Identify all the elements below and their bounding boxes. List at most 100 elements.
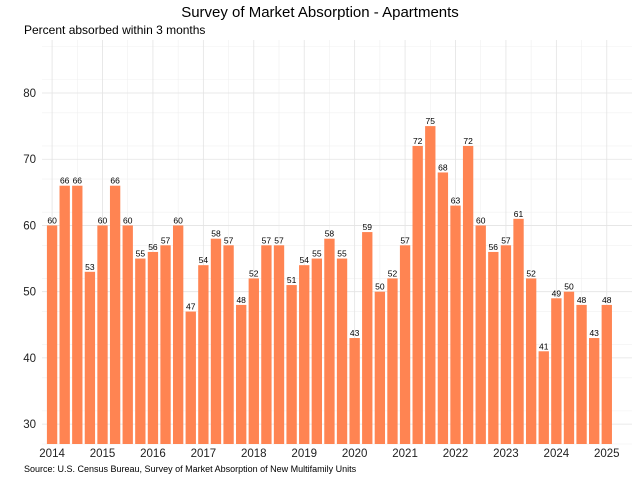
bar-value-label: 52 [388,268,398,278]
bar [551,298,562,444]
y-tick-label: 30 [23,419,36,431]
bar-value-label: 55 [312,249,322,259]
bar [513,218,524,444]
bar-value-label: 53 [85,262,95,272]
bar [324,238,335,444]
bar [425,126,436,444]
bar-value-label: 58 [325,229,335,239]
bar-value-label: 72 [413,136,423,146]
bar [462,145,474,444]
bar-value-label: 47 [186,302,196,312]
bar [135,258,146,444]
bar-value-label: 48 [602,295,612,305]
bar-value-label: 41 [539,341,549,351]
bar-value-label: 57 [501,235,511,245]
bar-value-label: 60 [123,215,133,225]
bar-value-label: 55 [337,249,347,259]
bar-value-label: 54 [299,255,309,265]
bar-value-label: 60 [98,215,108,225]
bar [475,225,486,444]
x-axis-ticks: 2014 2015 2016 2017 2018 2019 2020 2021 2022 2023… [39,448,619,460]
x-tick-label: 2015 [90,448,116,460]
y-tick-label: 60 [23,220,36,232]
bar [488,251,499,444]
bar-value-label: 57 [274,235,284,245]
bar [172,225,184,444]
y-tick-label: 40 [23,353,36,365]
bar-value-label: 63 [451,196,461,206]
bar [46,225,58,444]
x-tick-label: 2023 [493,448,519,460]
x-tick-label: 2014 [39,448,65,460]
bar-value-label: 66 [73,176,83,186]
bar [160,245,171,444]
x-tick-label: 2021 [392,448,418,460]
bar [311,258,322,444]
bar [576,304,587,444]
bar [147,251,159,444]
chart-title: Survey of Market Absorption - Apartments [181,4,459,21]
bar [223,245,234,444]
bar-value-label: 50 [564,282,574,292]
bar-value-label: 51 [287,275,297,285]
bars [46,126,612,444]
x-tick-label: 2018 [241,448,267,460]
bar [210,238,222,444]
bar [500,245,512,444]
bar-value-label: 61 [514,209,524,219]
bar [109,185,121,444]
bar [299,265,310,444]
bar [412,145,423,444]
bar [261,245,272,444]
bar [399,245,411,444]
bar-value-label: 54 [199,255,209,265]
bar [437,172,449,444]
bar-value-label: 60 [173,215,183,225]
bar [198,265,209,444]
bar [374,291,386,444]
y-tick-label: 80 [23,88,36,100]
bar [273,245,285,444]
bar-value-label: 58 [211,229,221,239]
bar [362,232,373,444]
bar-value-label: 60 [476,215,486,225]
bar-value-label: 43 [350,328,360,338]
bar [59,185,70,444]
bar-value-label: 68 [438,162,448,172]
bar [97,225,108,444]
x-tick-label: 2020 [342,448,368,460]
bar [72,185,83,444]
bar [450,205,461,444]
bar-value-label: 75 [426,116,436,126]
bar-value-label: 50 [375,282,385,292]
bar-value-label: 57 [224,235,234,245]
x-tick-label: 2025 [594,448,620,460]
chart-source-note: Source: U.S. Census Bureau, Survey of Ma… [24,464,357,474]
bar-value-label: 57 [262,235,272,245]
bar [387,278,398,444]
bar-value-label: 72 [463,136,473,146]
bar-value-label: 43 [589,328,599,338]
bar-value-label: 48 [236,295,246,305]
bar [349,338,360,444]
bar [336,258,348,444]
bar [525,278,537,444]
bar [286,285,297,444]
bar-value-label: 52 [249,268,259,278]
bar-value-label: 66 [60,176,70,186]
bar [589,338,600,444]
bar-value-label: 56 [489,242,499,252]
bar [236,304,247,444]
bar-value-label: 49 [552,288,562,298]
bar-value-label: 56 [148,242,158,252]
bar-value-label: 55 [136,249,146,259]
bar-value-label: 57 [161,235,171,245]
bar-value-label: 66 [110,176,120,186]
bar [601,304,612,444]
bar-value-label: 52 [526,268,536,278]
bar-value-label: 57 [400,235,410,245]
bar [538,351,549,444]
y-tick-label: 50 [23,287,36,299]
